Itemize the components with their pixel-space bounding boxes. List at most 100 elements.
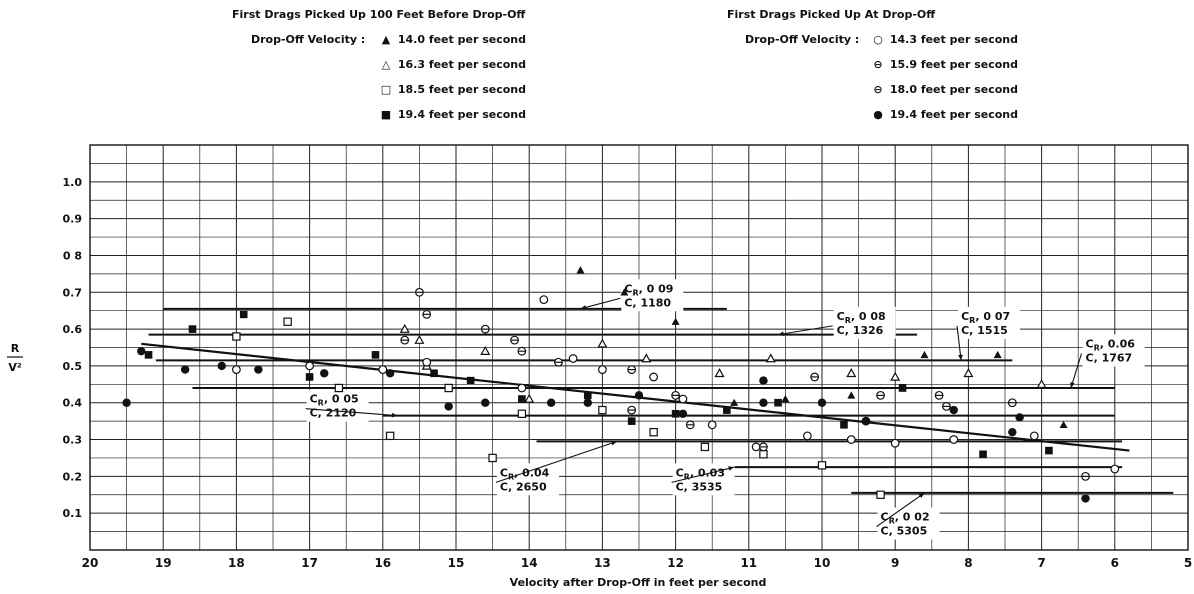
point-circle-minus (942, 402, 951, 411)
reference-c-label: C, 2120 (310, 407, 357, 420)
point-filled-square (627, 417, 636, 425)
y-tick-label: 0.9 (63, 213, 83, 226)
reference-c-label: C, 1515 (961, 324, 1008, 337)
reference-cr-label: CR, 0.04 (500, 466, 550, 481)
reference-c-label: C, 1767 (1086, 352, 1133, 365)
circle-minus-icon: ⊖ (873, 58, 883, 71)
reference-arrowhead (918, 492, 925, 499)
y-tick-label: 1.0 (63, 176, 83, 189)
point-circle-minus (400, 335, 410, 345)
x-tick-label: 17 (301, 556, 318, 570)
point-filled-square (518, 395, 526, 403)
point-circle-minus (415, 287, 424, 297)
x-axis-label: Velocity after Drop-Off in feet per seco… (510, 576, 767, 589)
right-legend-entry-1: ○ 14.3 feet per second (870, 33, 1018, 46)
reference-leader (671, 466, 735, 483)
point-open-circle (846, 435, 856, 444)
point-circle-minus (1081, 471, 1090, 481)
point-open-circle (890, 438, 900, 448)
right-legend-label: Drop-Off Velocity : (745, 33, 860, 46)
x-tick-label: 10 (814, 556, 831, 570)
right-legend-entry-2: ⊖ 15.9 feet per second (870, 58, 1018, 71)
point-open-circle (1029, 431, 1039, 441)
point-filled-circle (320, 369, 329, 378)
point-filled-square (583, 391, 592, 400)
circle-minus-icon: ⊖ (873, 83, 883, 96)
right-legend-entry-3: ⊖ 18.0 feet per second (870, 83, 1018, 96)
point-open-square (334, 383, 344, 393)
filled-triangle-icon: ▲ (381, 33, 391, 46)
left-legend-label: Drop-Off Velocity : (251, 33, 366, 46)
point-open-square (759, 450, 768, 459)
point-open-square (598, 405, 607, 415)
point-circle-minus (934, 390, 944, 400)
point-open-square (517, 409, 527, 418)
reference-arrowhead (1070, 382, 1075, 388)
filled-square-icon: ■ (380, 108, 392, 121)
point-open-circle (949, 435, 959, 444)
point-filled-circle (137, 346, 146, 356)
x-tick-label: 5 (1184, 556, 1192, 570)
x-tick-label: 18 (228, 556, 245, 570)
reference-c-label: C, 1326 (837, 324, 884, 337)
x-tick-label: 9 (891, 556, 899, 570)
reference-arrowhead (391, 412, 398, 418)
point-open-square (385, 431, 395, 441)
point-open-triangle (890, 371, 901, 381)
x-tick-label: 7 (1037, 556, 1045, 570)
point-open-circle (751, 442, 761, 452)
point-filled-square (144, 351, 153, 359)
right-legend-entry-4: ● 19.4 feet per second (870, 108, 1018, 121)
axes: 20 19 18 17 16 15 14 13 12 11 10 9 8 7 6 5 0.1 0.2 0.3 0.4 0… (63, 144, 1192, 570)
point-filled-triangle (920, 350, 929, 359)
reference-label-background (1082, 334, 1145, 367)
open-triangle-icon: △ (381, 58, 391, 71)
reference-label-background (958, 306, 1021, 339)
point-filled-square (723, 406, 731, 414)
point-circle-minus (517, 346, 527, 356)
point-filled-triangle (781, 395, 790, 403)
point-open-triangle (414, 334, 425, 344)
point-open-triangle (597, 338, 608, 348)
point-circle-minus (627, 405, 637, 415)
data-points (122, 266, 1120, 503)
reference-cr-label: CR, 0 07 (961, 310, 1010, 325)
point-open-triangle (765, 353, 776, 363)
point-filled-triangle (993, 350, 1002, 359)
point-open-circle (1110, 464, 1120, 474)
point-filled-circle (634, 391, 644, 400)
point-filled-square (898, 384, 907, 392)
point-open-square (488, 453, 497, 463)
point-circle-minus (554, 357, 563, 367)
x-tick-label: 12 (667, 556, 684, 570)
open-square-icon: □ (380, 83, 392, 96)
point-filled-circle (949, 405, 958, 415)
point-filled-triangle (576, 266, 585, 274)
x-tick-label: 6 (1111, 556, 1119, 570)
point-open-triangle (846, 368, 857, 378)
point-open-square (444, 383, 453, 393)
reference-cr-label: CR, 0.06 (1086, 338, 1136, 353)
y-axis-label-denominator: V² (8, 361, 22, 374)
reference-c-label: C, 2650 (500, 480, 547, 493)
reference-label-background (877, 507, 940, 540)
reference-c-label: C, 3535 (676, 480, 723, 493)
point-filled-circle (254, 365, 263, 374)
point-filled-triangle (1059, 420, 1068, 429)
reference-arrowhead (778, 331, 784, 337)
reference-label-background (306, 389, 369, 422)
point-filled-circle (759, 398, 768, 407)
point-filled-circle (122, 398, 131, 407)
point-open-triangle (480, 345, 491, 355)
point-filled-square (239, 310, 248, 319)
point-filled-circle (583, 398, 592, 407)
left-legend-entry-4: ■ 19.4 feet per second (378, 108, 526, 121)
grid (90, 145, 1188, 550)
reference-label-background (496, 463, 559, 496)
point-filled-triangle (847, 391, 856, 399)
x-tick-label: 14 (521, 556, 538, 570)
point-open-triangle (1036, 379, 1047, 389)
x-tick-label: 8 (964, 556, 972, 570)
left-legend-title: First Drags Picked Up 100 Feet Before Dr… (232, 8, 526, 21)
